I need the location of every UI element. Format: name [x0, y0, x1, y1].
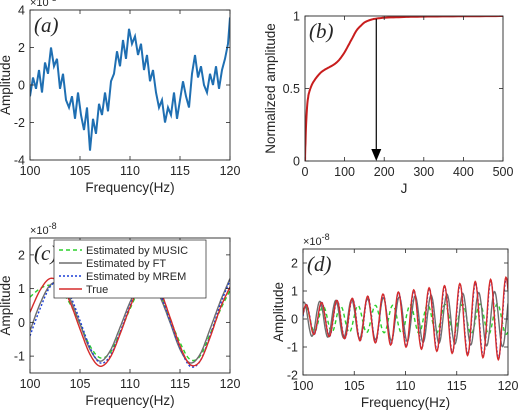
panel-d: 100 105 110 115 120 -2 -1 0 1 2 Frequency(Hz) Ampli…: [271, 232, 518, 410]
exponent-power: -8: [49, 221, 57, 231]
y-tick-label: -1: [14, 350, 25, 364]
x-tick-label: 120: [220, 377, 241, 391]
x-tick-label: 400: [453, 165, 474, 179]
x-tick-label: 100: [334, 165, 355, 179]
series-line-0: [30, 17, 230, 151]
axis-exponent: ×10-8: [303, 232, 330, 248]
legend-entry-2: Estimated by MREM: [86, 271, 186, 283]
panel-label: (a): [34, 13, 59, 37]
series-line-1: [303, 290, 508, 348]
y-tick-label: 0: [18, 79, 25, 93]
x-tick-label: 300: [413, 165, 434, 179]
y-tick-label: -2: [287, 369, 298, 383]
legend-entry-3: True: [86, 284, 108, 296]
y-tick-label: -1: [287, 341, 298, 355]
x-tick-label: 105: [344, 379, 365, 393]
y-tick-label: 0: [291, 313, 298, 327]
panel-label: (d): [307, 252, 332, 276]
x-tick-label: 115: [447, 379, 467, 393]
x-axis-label: Frequency(Hz): [361, 395, 450, 410]
y-tick-label: 2: [291, 257, 298, 271]
panel-a: 100 105 110 115 120 -4 -2 0 2 4 Frequency(Hz) Ampli…: [0, 0, 240, 195]
y-tick-label: 1: [18, 282, 25, 296]
x-tick-label: 110: [120, 164, 140, 178]
x-tick-label: 110: [396, 379, 416, 393]
axis-exponent: ×10-8: [30, 0, 57, 9]
x-tick-label: 100: [293, 379, 314, 393]
y-tick-label: 0: [18, 316, 25, 330]
y-tick-label: -2: [14, 116, 25, 130]
x-tick-label: 500: [493, 165, 514, 179]
x-tick-label: 0: [302, 165, 309, 179]
x-tick-label: 100: [20, 164, 41, 178]
axis-exponent: ×10-8: [30, 221, 57, 237]
x-tick-label: 120: [498, 379, 519, 393]
y-tick-label: -4: [14, 154, 25, 168]
x-tick-label: 120: [220, 164, 241, 178]
axes-box: [304, 15, 504, 162]
x-tick-label: 105: [70, 377, 91, 391]
series-line-0: [303, 303, 508, 336]
x-tick-label: 110: [120, 377, 140, 391]
y-tick-label: 1: [293, 10, 300, 24]
x-axis-label: Frequency(Hz): [85, 393, 174, 408]
y-axis-label: Amplitude: [0, 275, 13, 335]
y-tick-label: 0.5: [283, 82, 300, 96]
y-tick-label: 0: [293, 155, 300, 169]
y-tick-label: 2: [18, 41, 25, 55]
x-tick-label: 100: [20, 377, 41, 391]
series-line-0: [305, 16, 503, 161]
x-tick-label: 200: [374, 165, 395, 179]
x-tick-label: 115: [170, 377, 190, 391]
exponent-power: -8: [322, 232, 330, 242]
x-tick-label: 115: [170, 164, 190, 178]
y-axis-label: Amplitude: [271, 282, 286, 342]
exponent-base: ×10: [30, 0, 49, 9]
panel-c: 100 105 110 115 120 -1 0 1 2 Frequency(Hz) Amplitu…: [0, 221, 240, 408]
y-axis-label: Amplitude: [0, 55, 13, 115]
x-tick-label: 105: [70, 164, 91, 178]
legend-entry-0: Estimated by MUSIC: [86, 245, 188, 257]
y-tick-label: 2: [18, 248, 25, 262]
y-tick-label: 4: [18, 4, 25, 18]
exponent-power: -8: [49, 0, 57, 3]
x-axis-label: Frequency(Hz): [85, 180, 174, 195]
panel-label: (b): [309, 19, 334, 43]
exponent-base: ×10: [303, 236, 322, 248]
y-axis-label: Normalized amplitude: [263, 23, 278, 154]
y-tick-label: 1: [291, 285, 298, 299]
panel-b: 0 100 200 300 400 500 0 0.5 1 J Normalized amplitu…: [263, 10, 513, 197]
series-line-3: [303, 276, 508, 362]
annotation-arrowhead: [371, 149, 382, 161]
x-axis-label: J: [401, 181, 408, 196]
legend-entry-1: Estimated by FT: [86, 258, 166, 270]
panel-label: (c): [34, 241, 57, 265]
exponent-base: ×10: [30, 225, 49, 237]
